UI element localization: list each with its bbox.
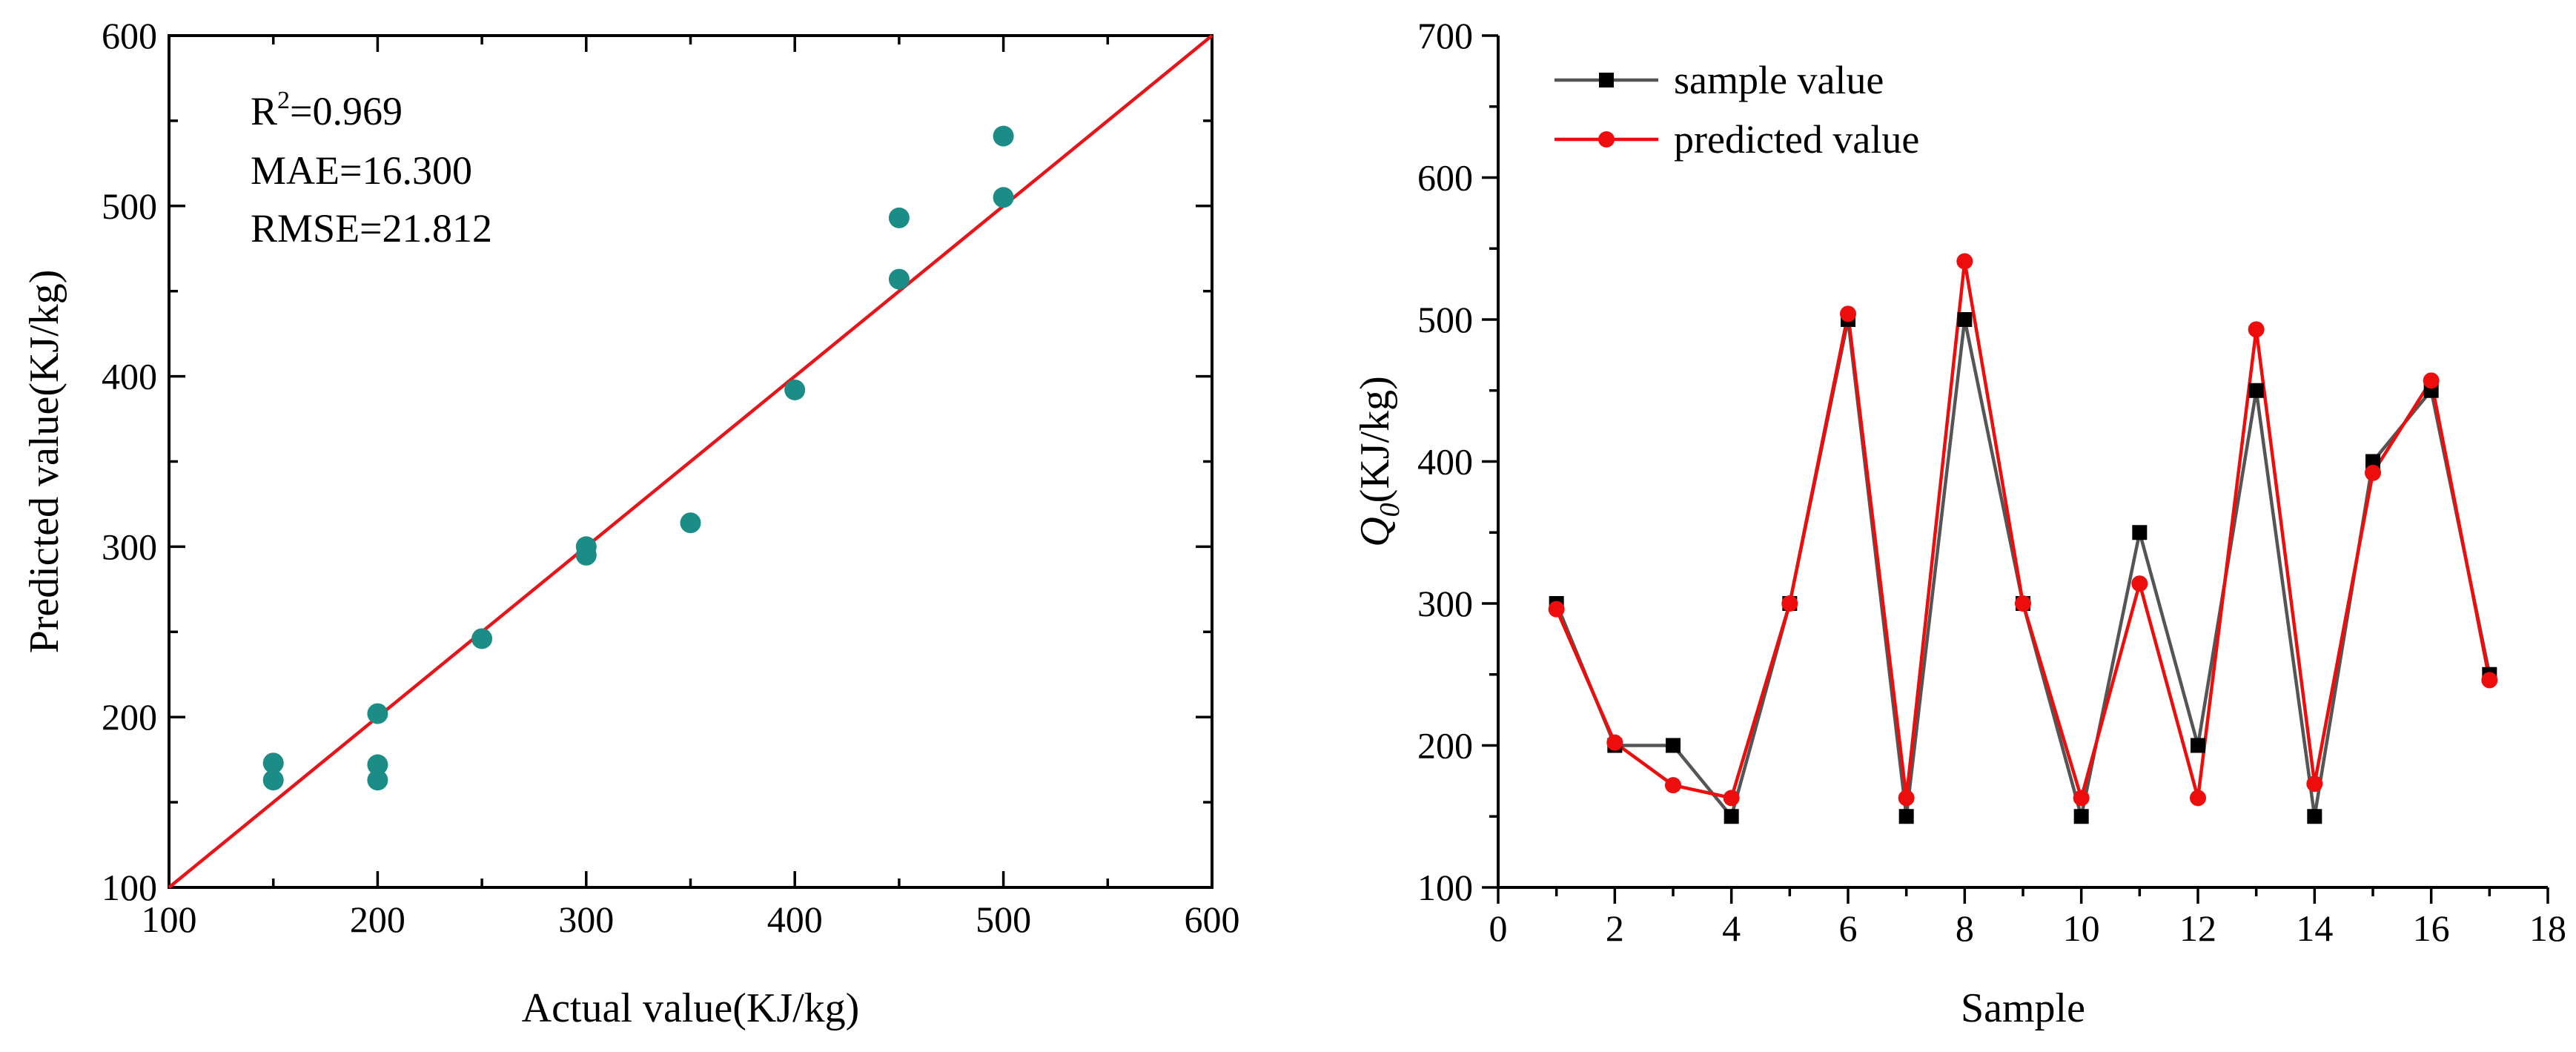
y-tick-label: 500 (1417, 299, 1473, 340)
y-axis-title: Q0(KJ/kg) (1352, 376, 1405, 547)
y-tick-label: 600 (102, 15, 157, 56)
series-marker (2132, 525, 2148, 540)
y-tick-label: 300 (102, 526, 157, 567)
legend-label: predicted value (1674, 117, 1919, 162)
r2-stat: R2=0.969 (251, 87, 403, 133)
legend-marker (1598, 131, 1615, 148)
series-marker (2248, 383, 2264, 398)
x-tick-label: 16 (2413, 907, 2450, 949)
scatter-point (680, 512, 701, 534)
x-tick-label: 200 (350, 899, 405, 940)
series-marker (2365, 464, 2381, 481)
scatter-point (888, 207, 910, 228)
legend-label: sample value (1674, 58, 1884, 102)
series-marker (1781, 595, 1798, 612)
series-marker (1666, 738, 1681, 753)
x-tick-label: 12 (2179, 907, 2216, 949)
series-marker (1665, 777, 1681, 794)
series-marker (1723, 790, 1740, 807)
series-marker (2306, 775, 2323, 793)
scatter-point (367, 754, 388, 775)
scatter-point (367, 703, 388, 724)
series-line (1554, 261, 2491, 804)
y-tick-label: 100 (1417, 867, 1473, 908)
x-tick-label: 2 (1606, 907, 1624, 949)
x-tick-label: 600 (1185, 899, 1240, 940)
series-marker (2191, 738, 2205, 753)
y-tick-label: 500 (102, 185, 157, 227)
series-marker (2073, 809, 2089, 824)
x-tick-label: 18 (2529, 907, 2566, 949)
series-marker (1840, 305, 1856, 322)
series-marker (1898, 790, 1915, 807)
x-tick-label: 14 (2296, 907, 2333, 949)
y-tick-label: 100 (102, 867, 157, 908)
x-axis-title: Actual value(KJ/kg) (522, 985, 860, 1031)
series-marker (2423, 372, 2440, 389)
series-marker (1548, 601, 1565, 618)
y-tick-label: 200 (1417, 725, 1473, 767)
series-marker (1956, 253, 1973, 270)
scatter-point (471, 628, 493, 649)
y-axis-title: Predicted value(KJ/kg) (21, 270, 67, 654)
series-marker (1724, 809, 1739, 824)
y-tick-label: 400 (1417, 441, 1473, 483)
rmse-stat: RMSE=21.812 (251, 206, 492, 251)
series-line (1554, 319, 2491, 821)
x-tick-label: 4 (1722, 907, 1741, 949)
series-marker (1957, 312, 1973, 327)
line-chart: 0 2 4 6 8 10 12 14 16 18 100 200 300 400 500 600 700 Samp… (1352, 15, 2566, 1031)
scatter-point (262, 752, 284, 774)
y-tick-label: 200 (102, 696, 157, 738)
x-tick-label: 0 (1489, 907, 1508, 949)
y-tick-label: 600 (1417, 157, 1473, 199)
x-axis-title: Sample (1961, 985, 2085, 1031)
x-tick-label: 6 (1839, 907, 1858, 949)
x-tick-label: 300 (558, 899, 614, 940)
y-tick-label: 300 (1417, 583, 1473, 624)
scatter-point (784, 379, 806, 400)
x-tick-label: 500 (976, 899, 1031, 940)
scatter-point (262, 770, 284, 791)
series-marker (1606, 734, 1623, 751)
series-marker (1898, 809, 1914, 824)
x-tick-label: 8 (1956, 907, 1974, 949)
x-tick-label: 10 (2063, 907, 2100, 949)
scatter-point (367, 770, 388, 791)
x-tick-label: 400 (767, 899, 823, 940)
legend-marker (1599, 73, 1614, 87)
series-marker (2015, 595, 2031, 612)
scatter-point (993, 187, 1014, 208)
y-tick-label: 400 (102, 356, 157, 397)
reference-line (168, 34, 1213, 889)
series-marker (2307, 809, 2322, 824)
series-marker (2190, 790, 2206, 807)
scatter-point (575, 536, 597, 558)
mae-stat: MAE=16.300 (251, 148, 472, 193)
x-tick-label: 100 (142, 899, 197, 940)
scatter-point (993, 125, 1014, 147)
scatter-point (888, 268, 910, 290)
series-marker (2073, 790, 2090, 807)
series-marker (2481, 672, 2498, 689)
scatter-chart: 100 200 300 400 500 600 100 200 300 400 500 600 Actu… (21, 15, 1240, 1031)
y-tick-label: 700 (1417, 15, 1473, 56)
series-marker (2248, 321, 2265, 338)
series-marker (2131, 575, 2148, 592)
series-marker (2365, 454, 2380, 469)
